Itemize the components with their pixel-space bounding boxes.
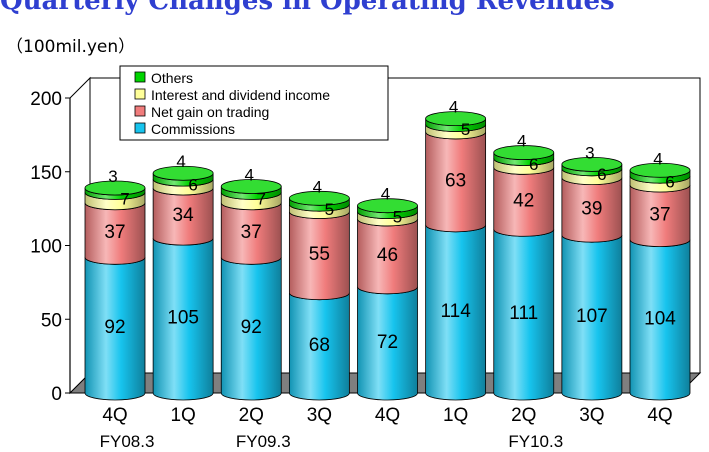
legend-swatch <box>134 105 146 117</box>
y-tick-label: 100 <box>30 237 62 258</box>
data-label: 6 <box>529 155 538 174</box>
y-tick-label: 0 <box>51 384 62 405</box>
data-label: 7 <box>257 190 266 209</box>
bar-top-cap <box>561 156 623 172</box>
legend-label: Interest and dividend income <box>151 87 330 103</box>
fiscal-year-label: FY08.3 <box>100 432 155 451</box>
legend-label: Others <box>151 70 193 86</box>
data-label: 7 <box>120 190 129 209</box>
bar-top-cap <box>425 111 487 127</box>
data-label: 55 <box>309 244 330 265</box>
data-label: 46 <box>377 245 398 266</box>
fiscal-year-label: FY10.3 <box>508 432 563 451</box>
legend-label: Net gain on trading <box>151 104 269 120</box>
data-label: 4 <box>313 177 322 196</box>
data-label: 6 <box>188 176 197 195</box>
legend-swatch <box>134 71 146 83</box>
x-tick-label: 2Q <box>511 405 536 426</box>
data-label: 5 <box>461 120 470 139</box>
x-tick-label: 4Q <box>375 405 400 426</box>
data-label: 6 <box>665 173 674 192</box>
data-label: 37 <box>649 204 670 225</box>
y-axis-unit-label: （100mil.yen） <box>6 37 136 57</box>
bar-top-cap <box>288 190 350 206</box>
data-label: 4 <box>517 132 526 151</box>
data-label: 4 <box>245 166 254 185</box>
y-tick-label: 200 <box>30 89 62 110</box>
data-label: 3 <box>108 167 117 186</box>
legend-label: Commissions <box>151 121 235 137</box>
data-label: 114 <box>440 301 471 322</box>
data-label: 6 <box>597 165 606 184</box>
data-label: 37 <box>104 222 125 243</box>
y-tick-label: 150 <box>30 163 62 184</box>
data-label: 92 <box>104 317 125 338</box>
data-label: 68 <box>309 335 330 356</box>
x-tick-label: 4Q <box>102 405 127 426</box>
y-tick-label: 50 <box>41 310 62 331</box>
bar-top-cap <box>220 179 282 194</box>
bar-top-cap <box>152 165 214 181</box>
data-label: 63 <box>445 170 466 191</box>
data-label: 5 <box>393 207 402 226</box>
fiscal-year-label: FY09.3 <box>236 432 291 451</box>
legend-box <box>119 65 389 141</box>
x-tick-label: 2Q <box>239 405 264 426</box>
page-title: Quarterly Changes in Operating Revenues <box>0 0 615 16</box>
data-label: 4 <box>449 98 458 117</box>
data-label: 37 <box>241 222 262 243</box>
x-tick-label: 3Q <box>579 405 604 426</box>
legend-swatch <box>134 122 146 134</box>
bar-top-cap <box>629 162 691 178</box>
data-label: 34 <box>173 205 195 226</box>
data-label: 4 <box>381 185 390 204</box>
x-tick-label: 1Q <box>443 405 468 426</box>
x-tick-label: 3Q <box>307 405 332 426</box>
data-label: 92 <box>241 317 262 338</box>
x-tick-label: 4Q <box>647 405 672 426</box>
bar-top-cap <box>84 180 146 196</box>
data-label: 4 <box>653 149 662 168</box>
data-label: 107 <box>576 306 608 327</box>
data-label: 4 <box>176 152 185 171</box>
x-tick-label: 1Q <box>170 405 195 426</box>
data-label: 42 <box>513 190 534 211</box>
data-label: 3 <box>585 143 594 162</box>
bar-top-cap <box>357 198 418 214</box>
data-label: 105 <box>167 308 199 329</box>
data-label: 111 <box>509 303 538 324</box>
bar-top-cap <box>493 145 555 160</box>
legend-swatch <box>134 88 146 100</box>
data-label: 39 <box>581 198 602 219</box>
data-label: 72 <box>377 332 398 353</box>
data-label: 104 <box>644 308 676 329</box>
data-label: 5 <box>325 200 334 219</box>
